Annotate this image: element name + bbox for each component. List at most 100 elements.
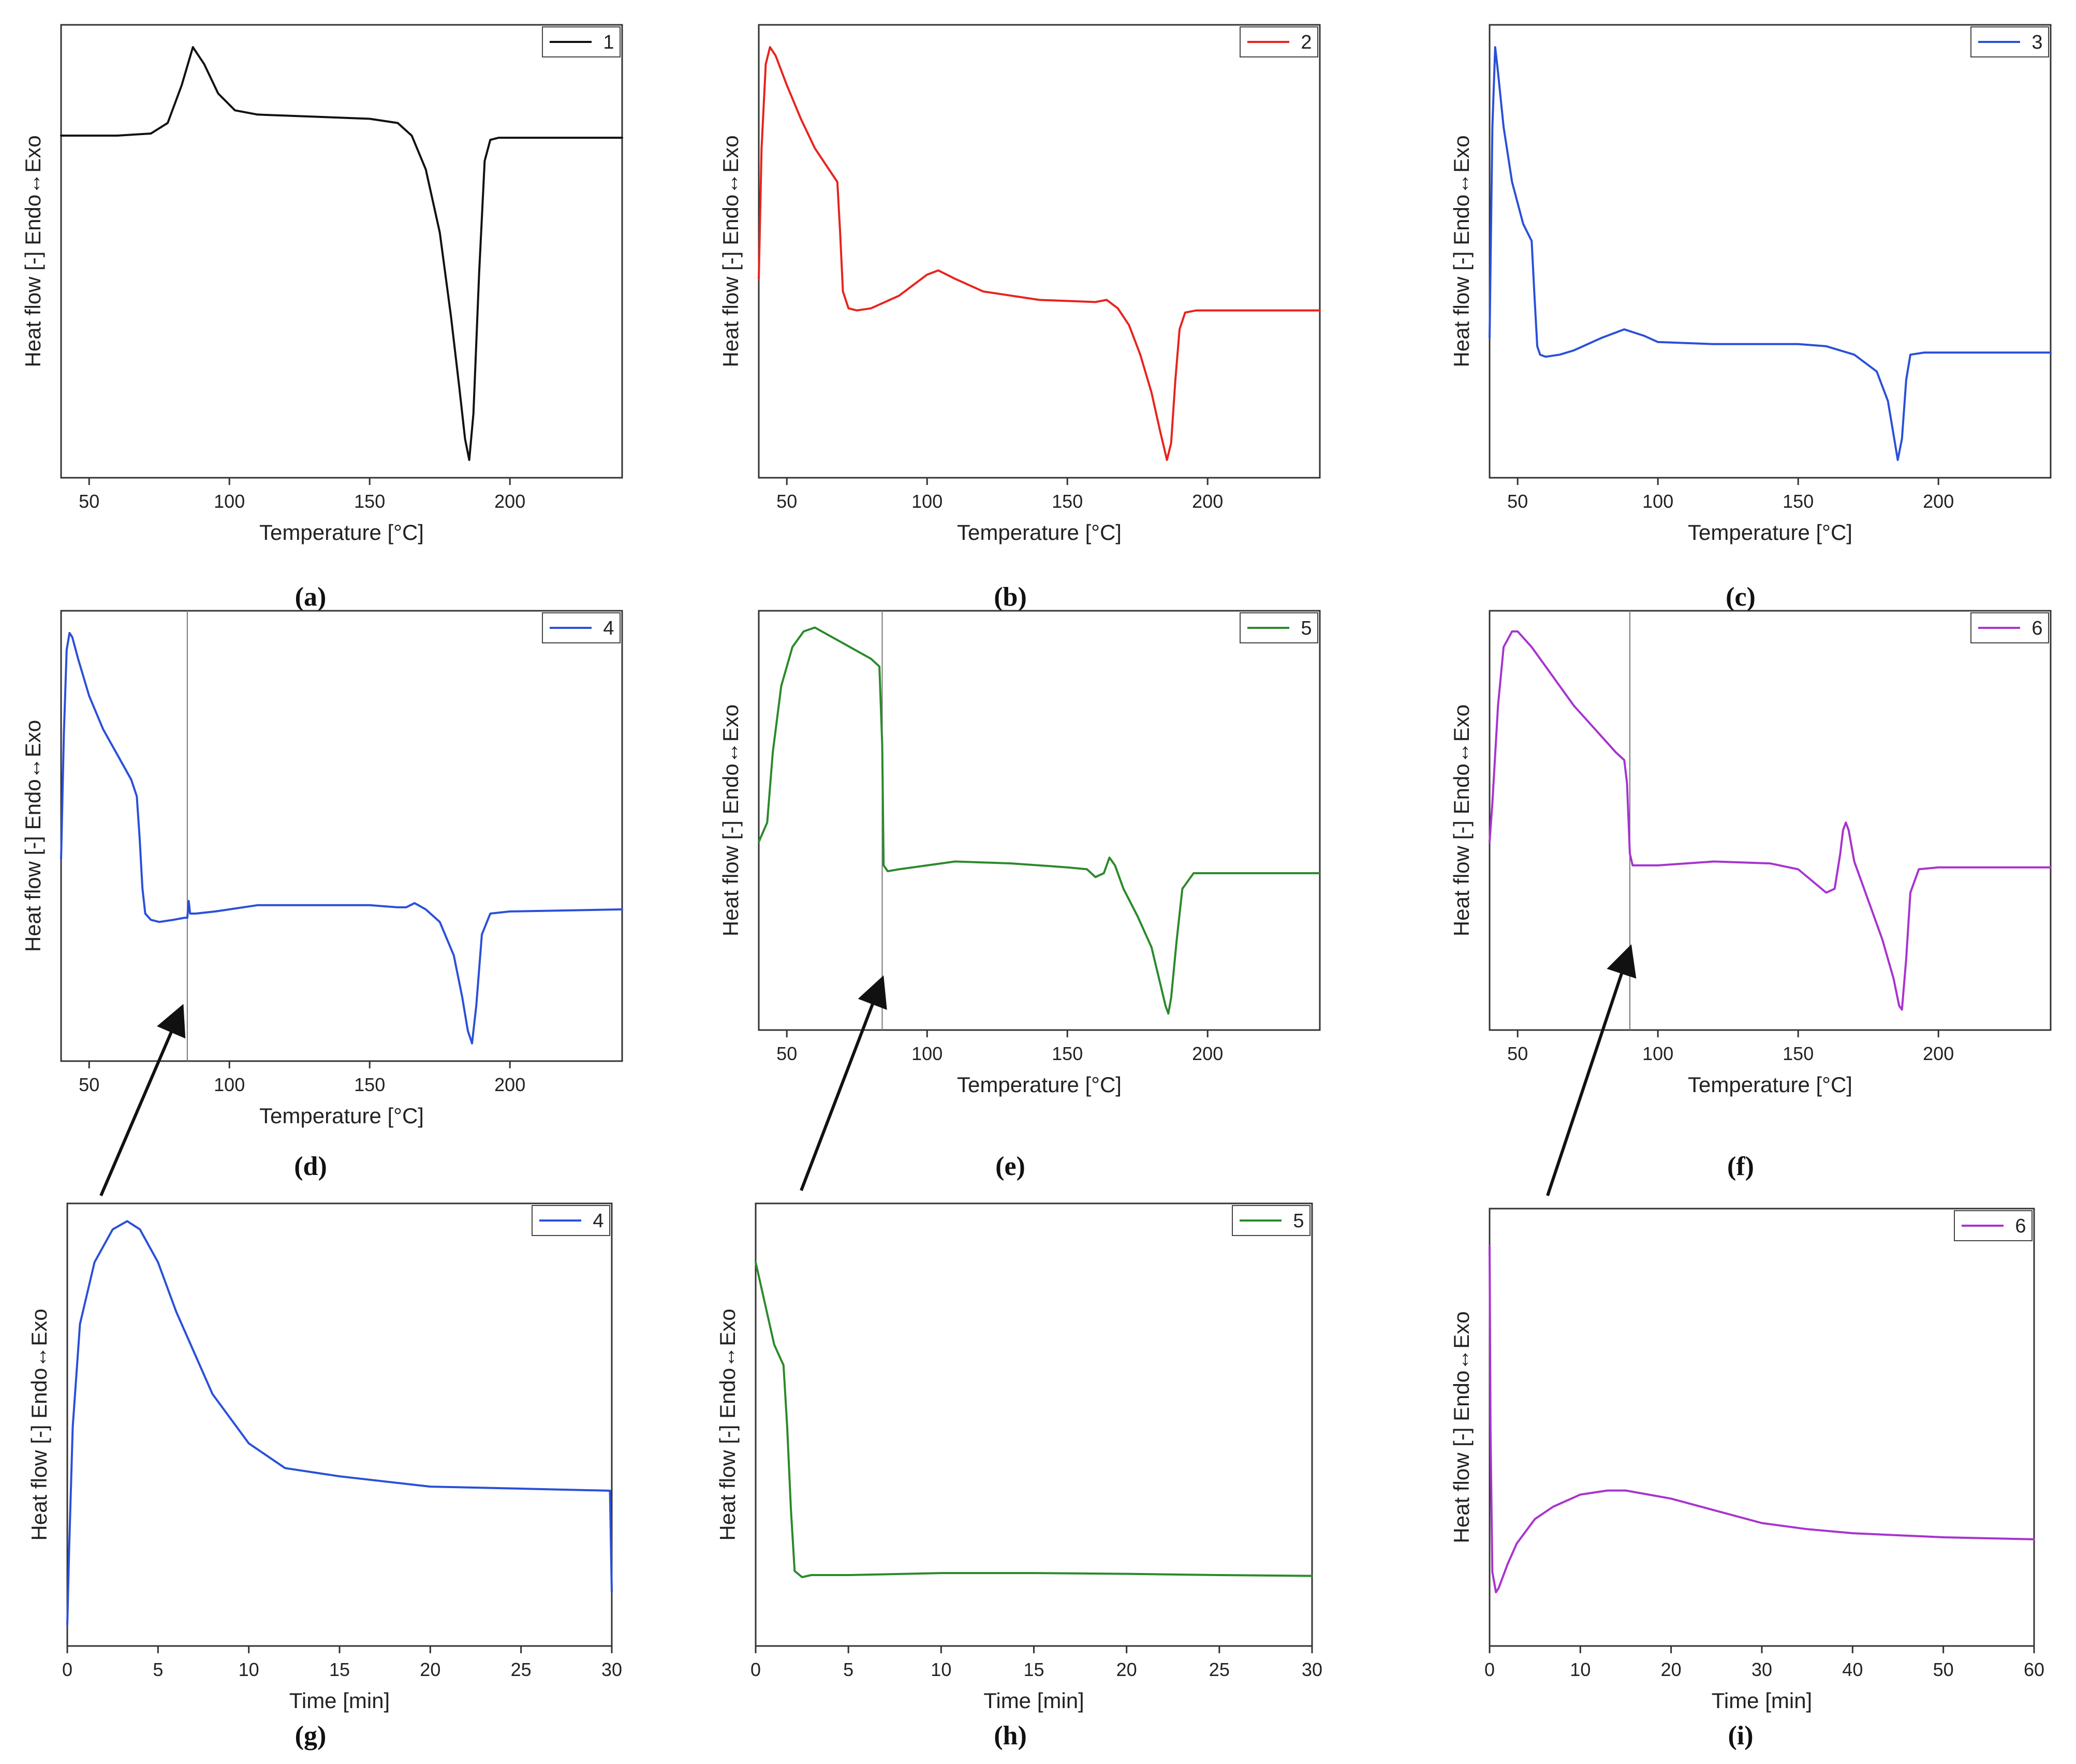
y-axis-label: Heat flow [-] Endo↔Exo — [1449, 135, 1474, 367]
legend-label: 6 — [2031, 618, 2042, 639]
plot-frame — [758, 610, 1321, 1031]
x-tick-label: 30 — [1751, 1659, 1772, 1680]
x-tick-label: 150 — [1052, 1043, 1083, 1064]
x-tick-label: 200 — [494, 1074, 525, 1095]
x-tick-label: 15 — [329, 1659, 350, 1680]
link-arrow — [99, 1004, 186, 1197]
x-tick-label: 10 — [1570, 1659, 1591, 1680]
x-tick-label: 50 — [1507, 491, 1528, 512]
chart-panel-b: 50 100 150 200 Temperature [°C] Heat flow [-]… — [718, 24, 1321, 612]
x-axis-label: Time [min] — [289, 1688, 390, 1713]
chart-panel-g: 0 5 10 15 20 25 30 Time [min] Heat flow [-] Endo… — [27, 1202, 622, 1751]
y-axis-label: Heat flow [-] Endo↔Exo — [718, 704, 743, 936]
panel-label: (c) — [1726, 582, 1756, 612]
x-tick-label: 50 — [1933, 1659, 1954, 1680]
x-tick-label: 100 — [1642, 491, 1673, 512]
x-axis-label: Temperature [°C] — [957, 1072, 1122, 1097]
y-axis-label: Heat flow [-] Endo↔Exo — [21, 135, 45, 367]
x-axis-label: Temperature [°C] — [259, 1104, 424, 1128]
chart-panel-e: 50 100 150 200 Temperature [°C] Heat flow [-]… — [718, 610, 1321, 1181]
x-tick-label: 200 — [1923, 491, 1954, 512]
chart-panel-f: 50 100 150 200 Temperature [°C] Heat flow [-]… — [1449, 610, 2052, 1181]
x-tick-label: 0 — [750, 1659, 761, 1680]
x-tick-label: 10 — [239, 1659, 259, 1680]
x-tick-label: 150 — [1052, 491, 1083, 512]
chart-panel-i: 0 10 20 30 40 50 60 Time [min] Heat flow [-] End… — [1449, 1208, 2044, 1751]
x-tick-label: 5 — [153, 1659, 163, 1680]
x-tick-label: 10 — [931, 1659, 951, 1680]
y-axis-label: Heat flow [-] Endo↔Exo — [1449, 704, 1474, 936]
series-line — [60, 46, 623, 461]
x-tick-label: 100 — [911, 1043, 943, 1064]
chart-panel-a: 50 100 150 200 Temperature [°C] Heat flow [-]… — [21, 24, 623, 612]
series-line — [60, 631, 623, 1045]
x-tick-label: 20 — [1116, 1659, 1137, 1680]
x-tick-label: 25 — [511, 1659, 532, 1680]
x-tick-label: 150 — [354, 1074, 385, 1095]
link-arrow — [800, 975, 887, 1192]
legend-label: 6 — [2015, 1215, 2026, 1237]
x-tick-label: 0 — [1484, 1659, 1495, 1680]
chart-panel-d: 50 100 150 200 Temperature [°C] Heat flow [-]… — [21, 610, 623, 1181]
x-tick-label: 50 — [776, 491, 797, 512]
x-tick-label: 20 — [1661, 1659, 1682, 1680]
legend-label: 1 — [603, 32, 614, 53]
series-line — [66, 1220, 613, 1626]
plot-frame — [1489, 610, 2052, 1031]
panel-label: (e) — [995, 1152, 1025, 1181]
x-tick-label: 100 — [214, 491, 245, 512]
x-tick-label: 50 — [1507, 1043, 1528, 1064]
series-line — [1489, 1245, 2035, 1594]
x-tick-label: 50 — [776, 1043, 797, 1064]
x-tick-label: 15 — [1023, 1659, 1044, 1680]
legend-label: 4 — [593, 1210, 603, 1232]
series-line — [758, 46, 1321, 461]
y-axis-label: Heat flow [-] Endo↔Exo — [715, 1309, 740, 1540]
x-tick-label: 200 — [1923, 1043, 1954, 1064]
x-axis-label: Temperature [°C] — [1688, 520, 1852, 545]
x-tick-label: 200 — [1192, 1043, 1223, 1064]
x-axis-label: Temperature [°C] — [1688, 1072, 1852, 1097]
x-tick-label: 100 — [911, 491, 943, 512]
plot-frame — [60, 24, 623, 479]
link-arrow — [1546, 944, 1637, 1196]
legend-label: 5 — [1301, 618, 1312, 639]
x-tick-label: 150 — [1783, 1043, 1814, 1064]
legend-label: 3 — [2031, 32, 2042, 53]
panel-label: (i) — [1728, 1721, 1753, 1751]
x-tick-label: 200 — [1192, 491, 1223, 512]
x-tick-label: 25 — [1209, 1659, 1230, 1680]
x-tick-label: 20 — [420, 1659, 440, 1680]
x-axis-label: Time [min] — [1712, 1688, 1812, 1713]
x-tick-label: 150 — [354, 491, 385, 512]
chart-panel-h: 0 5 10 15 20 25 30 Time [min] Heat flow [-] Endo… — [715, 1202, 1322, 1751]
x-tick-label: 30 — [601, 1659, 622, 1680]
x-tick-label: 0 — [62, 1659, 72, 1680]
series-line — [1489, 46, 2052, 461]
y-axis-label: Heat flow [-] Endo↔Exo — [21, 720, 45, 952]
x-tick-label: 50 — [79, 491, 99, 512]
panel-label: (f) — [1727, 1152, 1754, 1181]
panel-label: (g) — [295, 1721, 327, 1751]
y-axis-label: Heat flow [-] Endo↔Exo — [1449, 1311, 1474, 1543]
x-axis-label: Time [min] — [983, 1688, 1084, 1713]
x-axis-label: Temperature [°C] — [259, 520, 424, 545]
plot-frame — [1489, 24, 2052, 479]
x-tick-label: 100 — [1642, 1043, 1673, 1064]
x-axis-label: Temperature [°C] — [957, 520, 1122, 545]
chart-panel-c: 50 100 150 200 Temperature [°C] Heat flow [-]… — [1449, 24, 2052, 612]
x-tick-label: 100 — [214, 1074, 245, 1095]
legend-label: 5 — [1293, 1210, 1304, 1232]
series-line — [1489, 630, 2052, 1011]
panel-label: (b) — [994, 582, 1027, 612]
x-tick-label: 200 — [494, 491, 525, 512]
panel-label: (a) — [295, 582, 327, 612]
panel-label: (h) — [994, 1721, 1027, 1751]
legend-label: 2 — [1301, 32, 1312, 53]
y-axis-label: Heat flow [-] Endo↔Exo — [27, 1309, 51, 1540]
y-axis-label: Heat flow [-] Endo↔Exo — [718, 135, 743, 367]
series-line — [758, 626, 1321, 1015]
x-tick-label: 30 — [1302, 1659, 1322, 1680]
